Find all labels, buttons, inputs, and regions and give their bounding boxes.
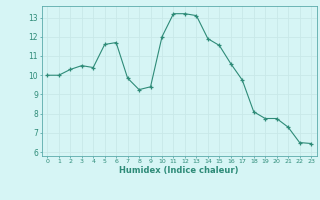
X-axis label: Humidex (Indice chaleur): Humidex (Indice chaleur) xyxy=(119,166,239,175)
